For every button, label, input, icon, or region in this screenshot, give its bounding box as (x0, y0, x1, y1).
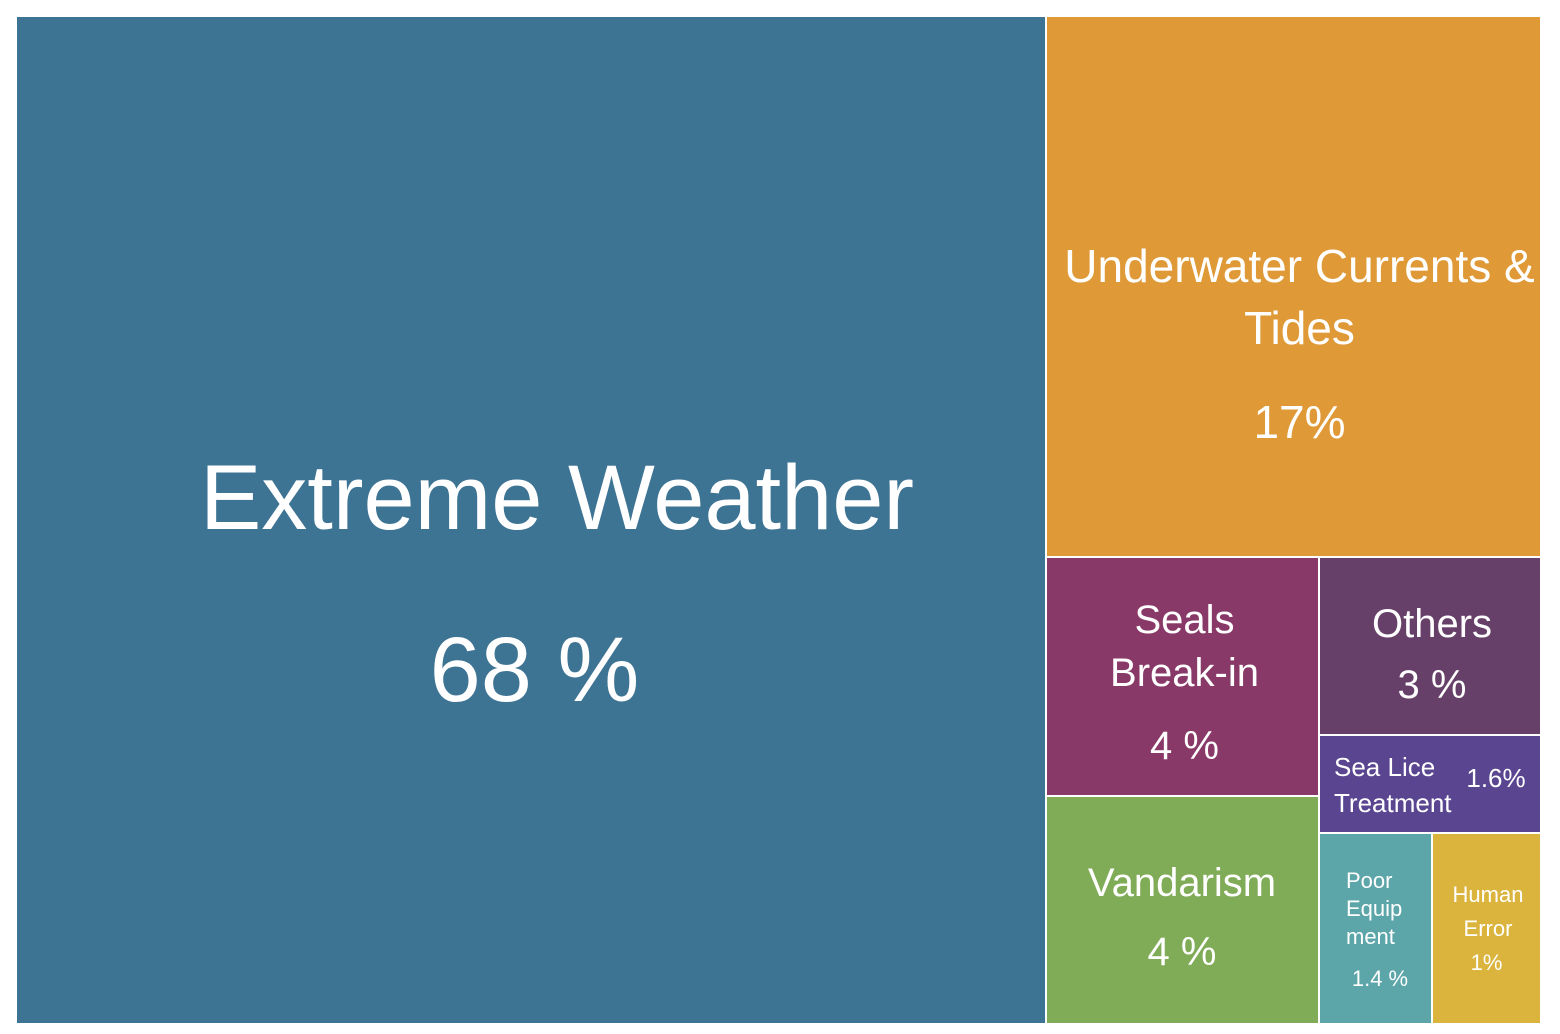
label-human-error-value: 1% (1470, 950, 1503, 975)
tile-vandarism: Vandarism 4 % (1045, 795, 1320, 1025)
tile-underwater-currents: Underwater Currents & Tides 17% (1045, 15, 1542, 558)
label-extreme-weather-name: Extreme Weather (199, 447, 915, 549)
tile-poor-equipment: Poor Equipment 1.4 % (1318, 832, 1433, 1025)
tile-extreme-weather: Extreme Weather 68 % (15, 15, 1047, 1025)
tile-seals-break-in: Seals Break-in 4 % (1045, 556, 1320, 797)
label-seals-break-in-name: Seals Break-in (1110, 598, 1259, 695)
label-poor-equipment-name: Poor Equipment (1346, 868, 1403, 949)
label-poor-equipment-value: 1.4 % (1351, 966, 1409, 991)
tile-sea-lice-treatment: Sea Lice Treatment 1.6% (1318, 734, 1542, 834)
tile-human-error: Human Error 1% (1431, 832, 1542, 1025)
label-vandarism-value: 4 % (1147, 930, 1217, 974)
label-others-value: 3 % (1397, 663, 1467, 707)
label-vandarism-name: Vandarism (1087, 861, 1277, 905)
label-seals-break-in-value: 4 % (1150, 724, 1219, 768)
label-human-error-name: Human Error (1452, 882, 1524, 941)
label-underwater-currents-name: Underwater Currents & Tides (1064, 240, 1535, 354)
label-extreme-weather-value: 68 % (429, 619, 640, 721)
tile-others: Others 3 % (1318, 556, 1542, 736)
label-sea-lice-treatment-name: Sea Lice Treatment (1334, 752, 1452, 818)
label-sea-lice-treatment-value: 1.6% (1466, 763, 1526, 793)
label-others-name: Others (1371, 602, 1493, 646)
label-underwater-currents-value: 17% (1253, 396, 1346, 448)
